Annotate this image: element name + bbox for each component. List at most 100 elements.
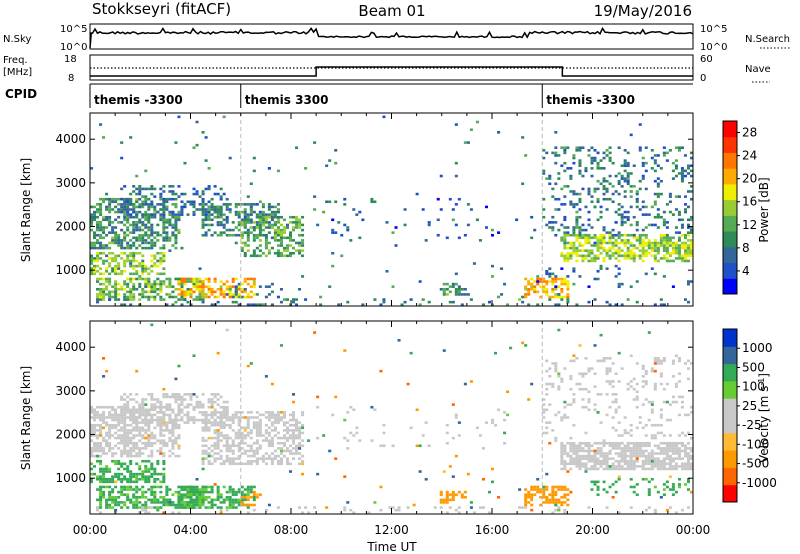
heatmap-cell [635,223,639,227]
heatmap-cell [674,251,678,255]
heatmap-cell [331,231,335,234]
heatmap-cell [240,416,244,419]
heatmap-cell [144,218,148,222]
heatmap-cell [171,395,175,399]
heatmap-cell [141,436,145,440]
heatmap-cell [659,452,663,455]
heatmap-cell [165,503,169,507]
heatmap-cell [108,298,112,301]
heatmap-cell [159,449,163,453]
heatmap-cell [599,264,603,268]
heatmap-cell [237,490,241,494]
heatmap-cell [159,439,163,442]
heatmap-cell [201,488,205,491]
heatmap-cell [120,395,124,399]
colorbar-tick-label: -25 [742,418,762,432]
heatmap-cell [382,423,386,427]
heatmap-cell [180,205,184,209]
heatmap-cell [617,475,621,478]
heatmap-cell [150,200,154,204]
heatmap-cell [105,287,109,291]
heatmap-cell [183,495,187,499]
heatmap-cell [635,441,639,445]
heatmap-cell [367,511,371,514]
heatmap-cell [662,387,666,391]
heatmap-cell [551,151,555,155]
heatmap-cell [225,498,229,502]
heatmap-cell [243,244,247,247]
heatmap-cell [566,503,570,507]
heatmap-cell [210,290,214,294]
heatmap-cell [602,233,606,237]
heatmap-cell [216,411,220,414]
heatmap-cell [581,462,585,466]
heatmap-cell [258,493,262,496]
heatmap-cell [611,192,615,196]
heatmap-cell [626,241,630,245]
heatmap-cell [611,441,615,445]
heatmap-cell [491,480,495,484]
heatmap-cell [689,151,694,155]
nave-bot-tick: 0 [700,73,706,84]
heatmap-cell [632,257,636,260]
heatmap-cell [611,254,615,258]
heatmap-cell [331,413,335,417]
heatmap-cell [545,495,549,499]
heatmap-cell [201,444,205,448]
heatmap-cell [165,239,169,242]
heatmap-cell [102,439,106,442]
heatmap-cell [141,508,145,512]
heatmap-cell [650,411,654,414]
heatmap-cell [273,434,277,437]
heatmap-cell [126,298,130,301]
heatmap-cell [240,431,244,435]
heatmap-cell [168,210,172,214]
heatmap-cell [590,236,594,240]
heatmap-cell [279,215,283,219]
heatmap-cell [587,254,591,258]
heatmap-cell [451,436,455,440]
heatmap-cell [96,416,100,419]
heatmap-cell [165,429,169,432]
heatmap-cell [472,511,476,514]
heatmap-cell [560,251,564,255]
heatmap-cell [587,444,591,448]
heatmap-cell [575,218,579,222]
heatmap-cell [249,485,253,489]
heatmap-cell [183,161,187,165]
heatmap-cell [153,485,157,489]
heatmap-cell [596,241,600,245]
heatmap-cell [599,447,603,450]
heatmap-cell [153,298,157,301]
heatmap-cell [524,295,528,299]
heatmap-cell [210,462,214,466]
heatmap-cell [219,405,223,409]
heatmap-cell [596,462,600,466]
heatmap-cell [635,426,639,430]
heatmap-cell [653,246,657,250]
heatmap-cell [126,254,130,258]
heatmap-cell [542,156,546,160]
heatmap-cell [566,257,570,260]
heatmap-cell [566,280,570,283]
heatmap-cell [249,495,253,499]
heatmap-cell [617,444,621,448]
heatmap-cell [578,244,582,247]
heatmap-cell [102,475,106,478]
heatmap-cell [689,449,694,453]
heatmap-cell [141,503,145,507]
heatmap-cell [117,462,121,466]
heatmap-cell [228,287,232,291]
heatmap-cell [225,218,229,222]
heatmap-cell [677,483,681,486]
heatmap-cell [201,495,205,499]
heatmap-cell [518,298,522,301]
heatmap-cell [156,203,160,206]
heatmap-cell [219,449,223,453]
heatmap-cell [129,413,133,417]
heatmap-cell [246,231,250,234]
heatmap-cell [668,236,672,240]
heatmap-cell [201,233,205,237]
heatmap-cell [273,221,277,224]
heatmap-cell [231,300,235,304]
